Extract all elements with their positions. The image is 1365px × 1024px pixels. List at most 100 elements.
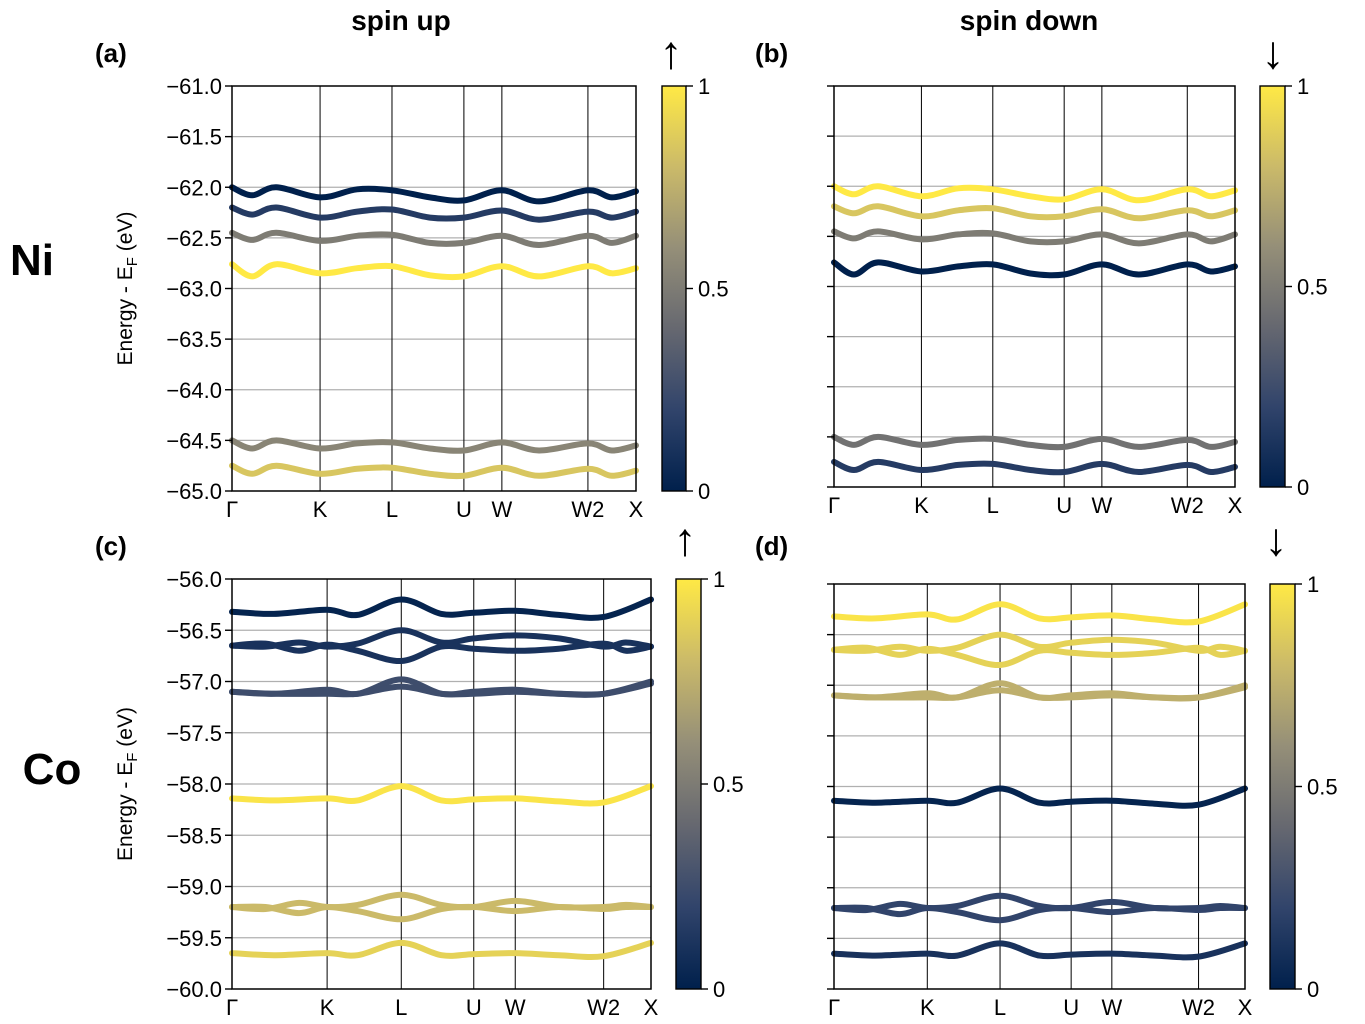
- x-tick-label: K: [313, 497, 328, 522]
- colorbar-tick-label: 0.5: [698, 277, 729, 302]
- x-tick-label: U: [466, 995, 482, 1020]
- band-line: [831, 644, 1248, 669]
- y-tick-label: −59.0: [166, 875, 222, 900]
- x-tick-label: Γ: [828, 995, 840, 1020]
- band-line: [229, 229, 639, 248]
- panel-label: (c): [95, 531, 127, 561]
- band-line: [831, 601, 1248, 626]
- y-tick-label: −65.0: [166, 479, 222, 504]
- x-tick-label: W2: [1182, 995, 1215, 1020]
- band-line: [229, 437, 639, 454]
- band-line: [831, 228, 1238, 247]
- x-tick-label: L: [994, 995, 1006, 1020]
- panel-a: (a) ↑ −65.0 −64.5 −64.0 −63.5 −63.0 −62.5 −62.0 −…: [95, 26, 729, 522]
- row-label-co: Co: [23, 745, 82, 794]
- band-line: [831, 785, 1248, 809]
- panel-d: (d) ↓ Γ K L U W W2 X 0 0.5 1: [755, 513, 1338, 1020]
- spin-arrow-icon: ↓: [1265, 513, 1288, 565]
- band-line: [229, 184, 639, 205]
- x-tick-label: X: [1238, 995, 1253, 1020]
- colorbar: [1269, 583, 1296, 990]
- band-line: [831, 183, 1238, 204]
- x-tick-label: W2: [1171, 493, 1204, 518]
- colorbar-tick-label: 0.5: [1297, 275, 1328, 300]
- x-tick-label: Γ: [226, 497, 238, 522]
- colorbar-tick-label: 0.5: [1307, 775, 1338, 800]
- band-line: [229, 939, 654, 960]
- band-line: [831, 203, 1238, 222]
- panel-label: (d): [755, 531, 788, 561]
- band-line: [229, 204, 639, 223]
- colorbar-tick-label: 1: [713, 567, 725, 592]
- panel-label: (b): [755, 38, 788, 68]
- column-title-spin-down: spin down: [960, 5, 1098, 36]
- colorbar: [1259, 85, 1286, 488]
- x-tick-label: W2: [571, 497, 604, 522]
- colorbar-tick-label: 1: [1307, 572, 1319, 597]
- spin-arrow-icon: ↑: [660, 26, 683, 78]
- y-tick-label: −58.5: [166, 823, 222, 848]
- panels-container: (a) ↑ −65.0 −64.5 −64.0 −63.5 −63.0 −62.5 −62.0 −…: [95, 26, 1338, 1020]
- band-line: [229, 596, 654, 621]
- x-tick-label: K: [920, 995, 935, 1020]
- x-tick-label: K: [320, 995, 335, 1020]
- panel-b: (b) ↓ Γ K L U W W2 X 0 0.5 1: [755, 26, 1328, 518]
- colorbar-tick-label: 1: [1297, 74, 1309, 99]
- colorbar-tick-label: 0: [713, 977, 725, 1002]
- panel-label: (a): [95, 38, 127, 68]
- y-tick-label: −57.5: [166, 721, 222, 746]
- spin-arrow-icon: ↓: [1262, 26, 1285, 78]
- x-tick-label: L: [987, 493, 999, 518]
- x-tick-label: Γ: [226, 995, 238, 1020]
- row-label-ni: Ni: [10, 236, 54, 285]
- y-tick-label: −58.0: [166, 772, 222, 797]
- x-tick-label: U: [456, 497, 472, 522]
- y-tick-label: −63.0: [166, 277, 222, 302]
- y-tick-label: −62.5: [166, 226, 222, 251]
- y-tick-label: −62.0: [166, 175, 222, 200]
- colorbar-tick-label: 0.5: [713, 772, 744, 797]
- x-tick-label: X: [644, 995, 659, 1020]
- x-tick-label: W: [505, 995, 526, 1020]
- y-tick-label: −56.5: [166, 618, 222, 643]
- y-tick-label: −59.5: [166, 926, 222, 951]
- x-tick-label: U: [1063, 995, 1079, 1020]
- spin-arrow-icon: ↑: [674, 513, 697, 565]
- x-tick-label: W: [1101, 995, 1122, 1020]
- x-tick-label: W: [491, 497, 512, 522]
- y-tick-label: −60.0: [166, 977, 222, 1002]
- band-line: [229, 640, 654, 665]
- y-tick-label: −61.5: [166, 125, 222, 150]
- x-tick-label: Γ: [828, 493, 840, 518]
- x-tick-label: X: [629, 497, 644, 522]
- band-line: [831, 259, 1238, 279]
- band-line: [229, 680, 654, 698]
- y-tick-label: −64.0: [166, 378, 222, 403]
- y-tick-label: −64.5: [166, 428, 222, 453]
- colorbar-tick-label: 0: [698, 479, 710, 504]
- x-tick-label: X: [1228, 493, 1243, 518]
- colorbar-tick-label: 0: [1307, 977, 1319, 1002]
- column-title-spin-up: spin up: [351, 5, 451, 36]
- band-line: [831, 433, 1238, 451]
- x-tick-label: W: [1091, 493, 1112, 518]
- y-tick-label: −61.0: [166, 74, 222, 99]
- x-tick-label: L: [395, 995, 407, 1020]
- x-tick-label: U: [1056, 493, 1072, 518]
- band-line: [229, 261, 639, 281]
- band-line: [229, 462, 639, 480]
- band-line: [831, 904, 1248, 924]
- colorbar-tick-label: 1: [698, 74, 710, 99]
- band-line: [831, 458, 1238, 476]
- x-tick-label: W2: [587, 995, 620, 1020]
- y-tick-label: −63.5: [166, 327, 222, 352]
- colorbar: [661, 85, 687, 492]
- x-tick-label: K: [914, 493, 929, 518]
- band-line: [229, 903, 654, 923]
- y-tick-label: −57.0: [166, 670, 222, 695]
- band-line: [229, 783, 654, 807]
- y-axis-label: Energy - EF (eV): [114, 707, 141, 861]
- panel-c: (c) ↑ −60.0 −59.5 −59.0 −58.5 −58.0 −57.5 −57.0 −…: [95, 513, 744, 1020]
- y-axis-label: Energy - EF (eV): [114, 212, 141, 366]
